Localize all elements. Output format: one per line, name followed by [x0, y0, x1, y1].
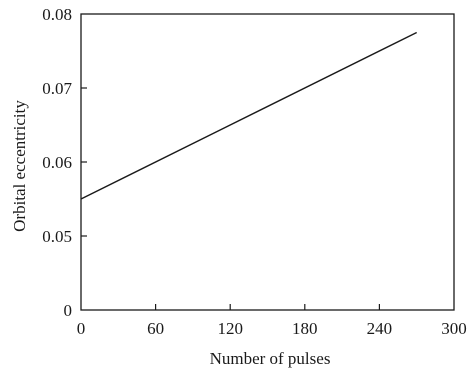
- plot-frame: [80, 13, 455, 311]
- y-tick-label: 0: [64, 301, 73, 320]
- series-layer: [80, 31, 418, 200]
- y-tick-label: 0.06: [42, 153, 72, 172]
- y-tick-label: 0.07: [42, 79, 72, 98]
- x-axis-ticks: 0 60 120 180 240 300: [77, 304, 467, 338]
- x-tick-label: 300: [441, 319, 467, 338]
- series-line: [80, 31, 418, 200]
- x-axis-label: Number of pulses: [210, 349, 331, 368]
- y-tick-label: 0.05: [42, 227, 72, 246]
- x-tick-label: 120: [217, 319, 243, 338]
- y-axis-ticks: 0 0.05 0.06 0.07 0.08: [42, 5, 87, 320]
- y-tick-label: 0.08: [42, 5, 72, 24]
- x-tick-label: 60: [147, 319, 164, 338]
- x-tick-label: 180: [292, 319, 318, 338]
- x-tick-label: 240: [367, 319, 393, 338]
- y-axis-label: Orbital eccentricity: [10, 100, 29, 232]
- x-tick-label: 0: [77, 319, 86, 338]
